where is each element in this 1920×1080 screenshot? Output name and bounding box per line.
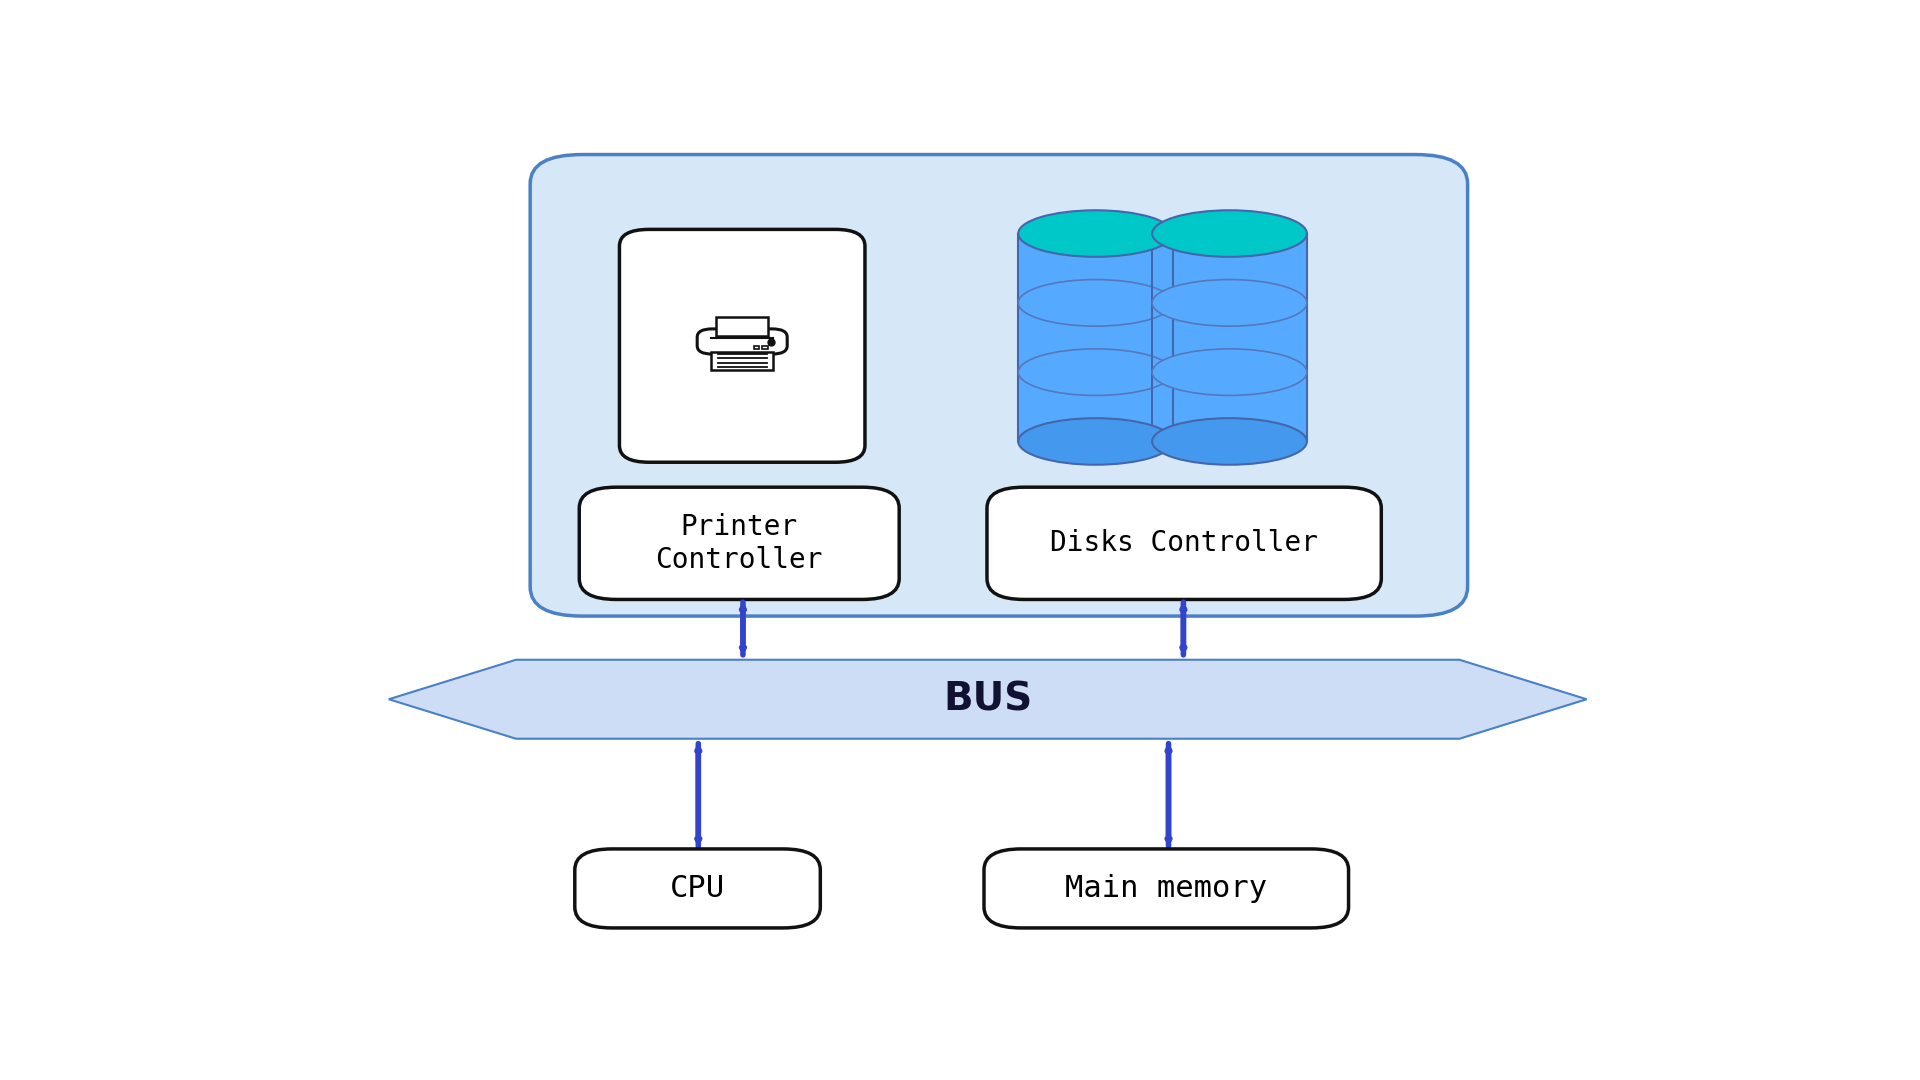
- Ellipse shape: [1152, 349, 1308, 395]
- Ellipse shape: [1152, 418, 1308, 464]
- FancyBboxPatch shape: [530, 154, 1467, 616]
- FancyBboxPatch shape: [580, 487, 899, 599]
- FancyBboxPatch shape: [620, 229, 864, 462]
- Text: Disks Controller: Disks Controller: [1050, 529, 1319, 557]
- Ellipse shape: [1152, 280, 1308, 326]
- Ellipse shape: [1018, 349, 1173, 395]
- Ellipse shape: [1018, 280, 1173, 326]
- FancyBboxPatch shape: [697, 329, 787, 354]
- FancyBboxPatch shape: [987, 487, 1380, 599]
- Polygon shape: [1152, 233, 1308, 442]
- FancyBboxPatch shape: [574, 849, 820, 928]
- FancyBboxPatch shape: [762, 347, 768, 350]
- FancyBboxPatch shape: [983, 849, 1348, 928]
- Ellipse shape: [1152, 211, 1308, 257]
- Text: CPU: CPU: [670, 874, 726, 903]
- Polygon shape: [388, 660, 1586, 739]
- Polygon shape: [1018, 233, 1173, 442]
- FancyBboxPatch shape: [716, 316, 768, 336]
- Text: Printer
Controller: Printer Controller: [655, 513, 824, 573]
- Ellipse shape: [1018, 211, 1173, 257]
- Ellipse shape: [1018, 418, 1173, 464]
- Text: Main memory: Main memory: [1066, 874, 1267, 903]
- FancyBboxPatch shape: [710, 352, 774, 369]
- FancyBboxPatch shape: [755, 347, 760, 350]
- Text: BUS: BUS: [943, 680, 1033, 718]
